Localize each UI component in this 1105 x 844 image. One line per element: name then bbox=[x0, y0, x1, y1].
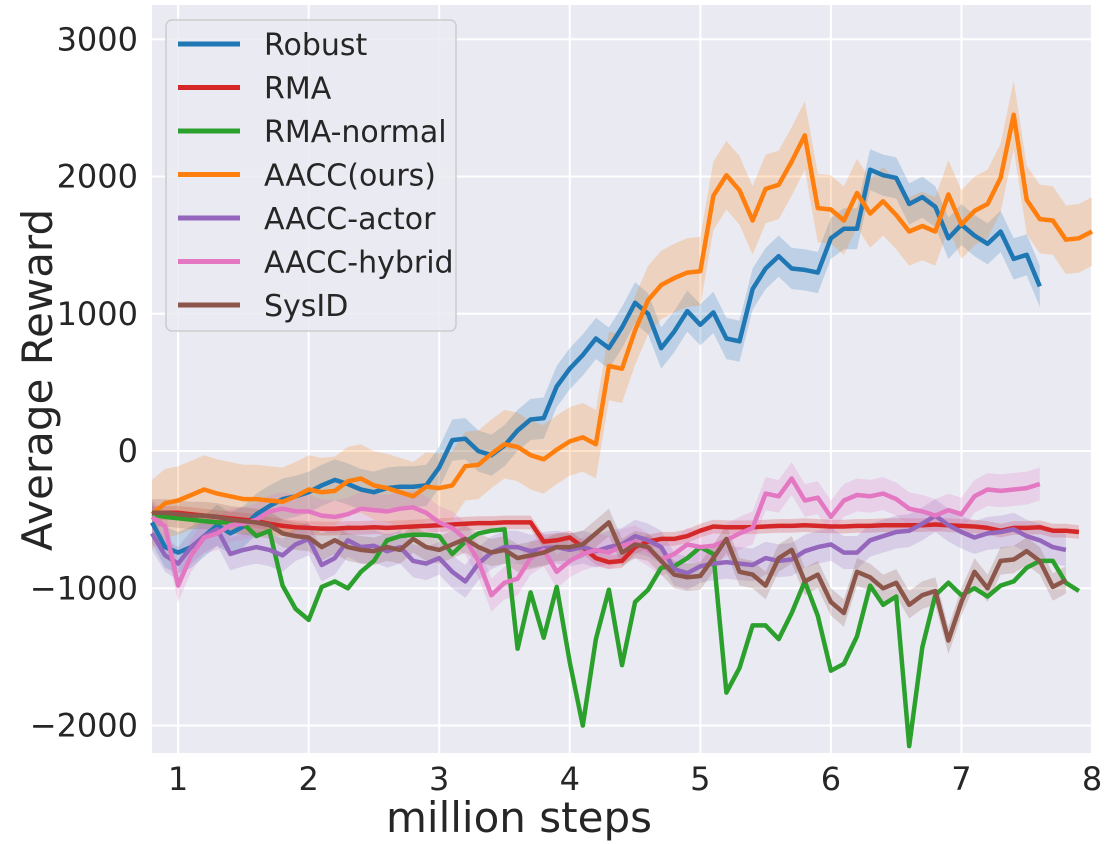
x-axis-ticks: 1 2 3 4 5 6 7 8 bbox=[168, 760, 1102, 798]
x-tick-label: 1 bbox=[168, 760, 188, 798]
y-tick-label: 3000 bbox=[57, 20, 138, 58]
x-tick-label: 8 bbox=[1082, 760, 1102, 798]
x-axis-title: million steps bbox=[386, 793, 652, 842]
legend-label: AACC-hybrid bbox=[264, 246, 454, 281]
legend-label: Robust bbox=[264, 28, 368, 63]
y-tick-label: −2000 bbox=[30, 707, 138, 745]
confidence-band bbox=[152, 499, 1066, 655]
y-axis-title: Average Reward bbox=[13, 209, 62, 551]
legend: Robust RMA RMA-normal AACC(ours) AACC-actor A… bbox=[165, 19, 457, 332]
legend-label: AACC-actor bbox=[264, 202, 436, 237]
legend-box bbox=[165, 19, 457, 332]
x-tick-label: 4 bbox=[560, 760, 580, 798]
series-line bbox=[152, 510, 1067, 643]
y-tick-label: 1000 bbox=[57, 295, 138, 333]
confidence-band bbox=[152, 149, 1040, 574]
x-tick-label: 2 bbox=[298, 760, 318, 798]
legend-label: SysID bbox=[264, 289, 348, 324]
series-line bbox=[150, 513, 1067, 584]
y-tick-label: 0 bbox=[118, 432, 138, 470]
series-line bbox=[150, 476, 1041, 598]
series-lines bbox=[150, 112, 1094, 749]
legend-label: RMA bbox=[264, 72, 332, 107]
legend-label: AACC(ours) bbox=[264, 159, 436, 194]
series-line bbox=[151, 511, 1081, 749]
y-axis-ticks: −2000 −1000 0 1000 2000 3000 bbox=[30, 20, 138, 744]
y-tick-label: 2000 bbox=[57, 158, 138, 196]
x-tick-label: 5 bbox=[690, 760, 710, 798]
legend-label: RMA-normal bbox=[264, 115, 447, 150]
confidence-band bbox=[152, 506, 1079, 570]
y-tick-label: −1000 bbox=[30, 569, 138, 607]
x-tick-label: 3 bbox=[429, 760, 449, 798]
series-line bbox=[150, 112, 1094, 516]
x-tick-label: 6 bbox=[821, 760, 841, 798]
x-tick-label: 7 bbox=[951, 760, 971, 798]
